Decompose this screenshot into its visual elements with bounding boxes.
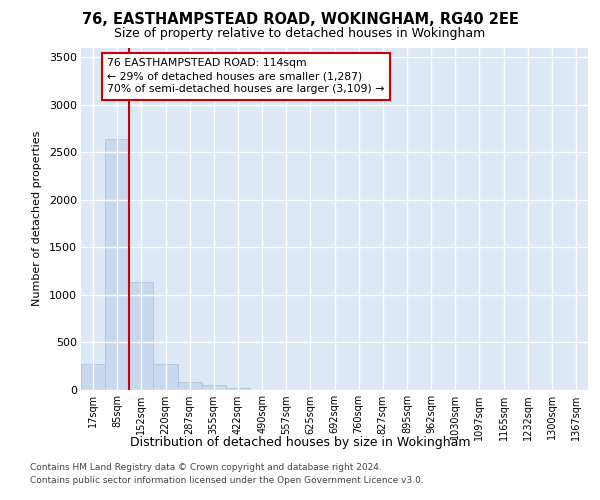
Bar — [129, 282, 154, 390]
Bar — [202, 385, 226, 390]
Bar — [226, 388, 250, 390]
Bar — [178, 382, 202, 390]
Text: 76, EASTHAMPSTEAD ROAD, WOKINGHAM, RG40 2EE: 76, EASTHAMPSTEAD ROAD, WOKINGHAM, RG40 … — [82, 12, 518, 28]
Text: Distribution of detached houses by size in Wokingham: Distribution of detached houses by size … — [130, 436, 470, 449]
Bar — [105, 139, 129, 390]
Text: Size of property relative to detached houses in Wokingham: Size of property relative to detached ho… — [115, 28, 485, 40]
Bar — [154, 364, 178, 390]
Text: Contains HM Land Registry data © Crown copyright and database right 2024.: Contains HM Land Registry data © Crown c… — [30, 464, 382, 472]
Text: 76 EASTHAMPSTEAD ROAD: 114sqm
← 29% of detached houses are smaller (1,287)
70% o: 76 EASTHAMPSTEAD ROAD: 114sqm ← 29% of d… — [107, 58, 385, 94]
Y-axis label: Number of detached properties: Number of detached properties — [32, 131, 42, 306]
Text: Contains public sector information licensed under the Open Government Licence v3: Contains public sector information licen… — [30, 476, 424, 485]
Bar — [81, 364, 105, 390]
